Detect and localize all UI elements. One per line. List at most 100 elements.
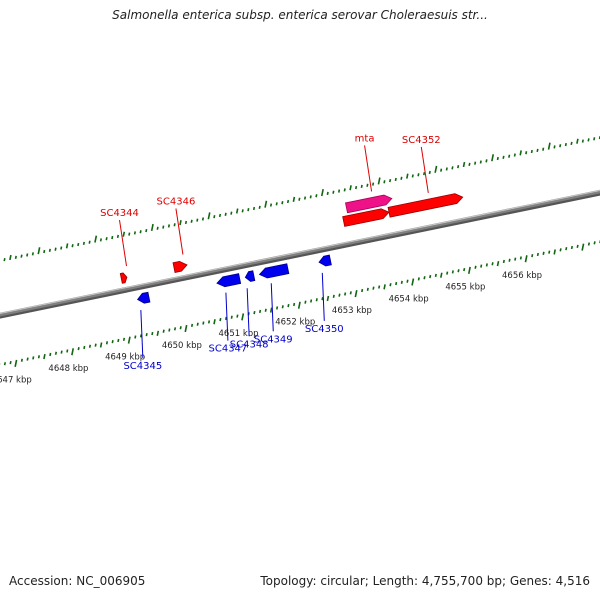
outer-tick: [156, 226, 159, 230]
gene-label: SC4345: [123, 361, 162, 372]
inner-tick: [54, 351, 58, 355]
outer-tick: [508, 154, 511, 158]
inner-tick: [354, 290, 358, 298]
inner-tick: [66, 349, 69, 353]
outer-tick: [485, 159, 488, 163]
inner-tick: [587, 242, 591, 246]
outer-tick: [105, 237, 108, 241]
outer-tick: [77, 242, 80, 247]
outer-tick: [241, 209, 244, 213]
kbp-tick-label: 4655 kbp: [445, 283, 485, 293]
kbp-tick-label: 4653 kbp: [332, 306, 372, 316]
inner-tick: [32, 356, 35, 360]
outer-tick: [417, 173, 420, 177]
inner-tick: [49, 352, 52, 357]
kbp-tick-label: 4648 kbp: [48, 364, 88, 374]
outer-tick: [542, 147, 545, 151]
outer-tick-ring: [3, 135, 600, 262]
outer-tick: [383, 180, 386, 184]
kbp-tick-label: 4651 kbp: [219, 329, 259, 339]
outer-tick: [167, 224, 171, 228]
inner-tick: [88, 344, 92, 348]
outer-tick: [564, 142, 567, 147]
leader-line: [321, 272, 325, 321]
outer-tick: [559, 144, 562, 148]
kbp-tick-label: 4652 kbp: [275, 318, 315, 328]
outer-tick: [496, 156, 499, 161]
inner-tick: [9, 360, 12, 365]
inner-tick: [519, 256, 522, 260]
inner-tick: [434, 273, 437, 278]
outer-tick: [179, 220, 182, 226]
outer-tick: [570, 141, 573, 146]
mta-gene-arrow: [345, 194, 393, 214]
inner-tick: [224, 316, 228, 321]
backbone-line: [0, 189, 600, 317]
outer-tick: [457, 165, 460, 169]
inner-tick: [581, 243, 585, 251]
leader-line: [175, 208, 184, 255]
outer-tick: [145, 228, 148, 233]
backbone-highlight: [0, 190, 600, 315]
inner-tick: [3, 362, 7, 366]
outer-tick: [309, 195, 312, 199]
outer-tick: [593, 137, 596, 141]
inner-tick: [162, 329, 165, 333]
outer-tick: [71, 244, 74, 248]
inner-tick: [389, 283, 392, 287]
inner-tick: [593, 241, 596, 245]
outer-tick: [150, 223, 154, 232]
outer-tick: [581, 139, 584, 143]
inner-tick: [111, 340, 114, 344]
outer-tick: [337, 189, 341, 193]
inner-tick: [99, 342, 103, 348]
inner-tick: [168, 328, 171, 332]
outer-tick: [37, 247, 41, 255]
inner-tick: [269, 307, 273, 313]
inner-tick: [514, 257, 517, 261]
outer-tick: [371, 182, 375, 186]
inner-tick: [366, 287, 369, 291]
inner-tick: [156, 330, 160, 336]
inner-tick: [20, 358, 24, 362]
outer-tick: [82, 241, 85, 246]
backbone-group: [0, 189, 600, 319]
outer-tick: [315, 194, 318, 198]
sc4352-gene-arrow: [387, 193, 464, 218]
inner-tick: [576, 244, 579, 248]
outer-tick: [479, 160, 482, 164]
outer-tick: [587, 138, 590, 142]
outer-tick: [406, 173, 409, 179]
inner-tick: [202, 321, 205, 325]
inner-tick: [395, 281, 398, 286]
outer-tick: [128, 232, 131, 236]
outer-tick: [320, 189, 324, 197]
outer-tick: [332, 190, 335, 194]
outer-tick: [400, 176, 403, 180]
inner-tick: [383, 284, 386, 290]
inner-tick: [378, 285, 381, 289]
outer-tick: [445, 167, 448, 171]
outer-tick: [3, 258, 6, 262]
outer-tick: [366, 183, 369, 187]
outer-tick: [530, 149, 533, 154]
kbp-tick-label: 4656 kbp: [502, 271, 542, 281]
inner-tick: [417, 277, 420, 281]
outer-tick: [94, 235, 98, 243]
inner-tick: [134, 335, 137, 339]
gene-label: SC4349: [254, 334, 293, 345]
inner-tick: [548, 250, 551, 254]
outer-tick: [423, 172, 426, 176]
inner-tick: [241, 313, 245, 321]
inner-tick: [83, 345, 86, 350]
outer-tick: [513, 153, 516, 157]
outer-tick: [349, 185, 352, 191]
outer-tick: [281, 201, 284, 205]
inner-tick: [502, 259, 505, 264]
outer-tick: [411, 174, 414, 178]
gene-label: mta: [355, 133, 375, 144]
inner-tick: [184, 324, 188, 333]
outer-tick: [519, 150, 522, 156]
inner-tick: [508, 258, 511, 262]
